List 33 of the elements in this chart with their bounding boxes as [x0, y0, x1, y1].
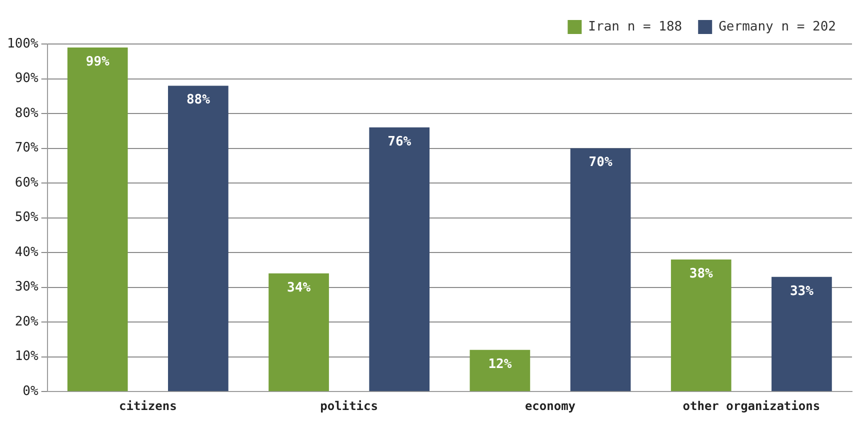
data-label: 34%	[287, 280, 311, 296]
bar	[670, 260, 732, 392]
data-label: 12%	[488, 356, 512, 372]
y-tick-label: 30%	[14, 280, 38, 295]
data-label: 70%	[588, 155, 612, 170]
x-tick-label: economy	[524, 398, 576, 413]
x-tick-label: citizens	[118, 398, 177, 413]
bar	[570, 148, 631, 392]
y-tick-label: 50%	[14, 210, 38, 226]
y-tick-label: 70%	[14, 140, 38, 156]
legend-label: Iran n = 188	[588, 19, 682, 34]
y-tick-label: 60%	[14, 175, 38, 190]
y-tick-label: 0%	[22, 384, 38, 399]
y-tick-label: 100%	[6, 36, 38, 52]
data-label: 38%	[689, 266, 714, 282]
legend-label: Germany n = 202	[718, 19, 836, 34]
data-label: 88%	[186, 92, 210, 108]
data-label: 76%	[388, 134, 412, 150]
bar	[268, 273, 329, 392]
bar	[470, 350, 530, 392]
y-tick-label: 80%	[14, 106, 38, 121]
bar	[369, 127, 430, 392]
y-tick-label: 10%	[14, 349, 38, 364]
y-tick-label: 20%	[14, 314, 38, 330]
bar	[67, 47, 128, 392]
bar	[772, 276, 832, 392]
data-label: 99%	[86, 54, 110, 70]
y-tick-label: 90%	[14, 71, 38, 86]
y-tick-label: 40%	[14, 244, 38, 260]
bar	[168, 86, 228, 392]
data-label: 33%	[790, 284, 814, 299]
x-tick-label: politics	[320, 398, 378, 413]
x-tick-label: other organizations	[682, 398, 820, 413]
